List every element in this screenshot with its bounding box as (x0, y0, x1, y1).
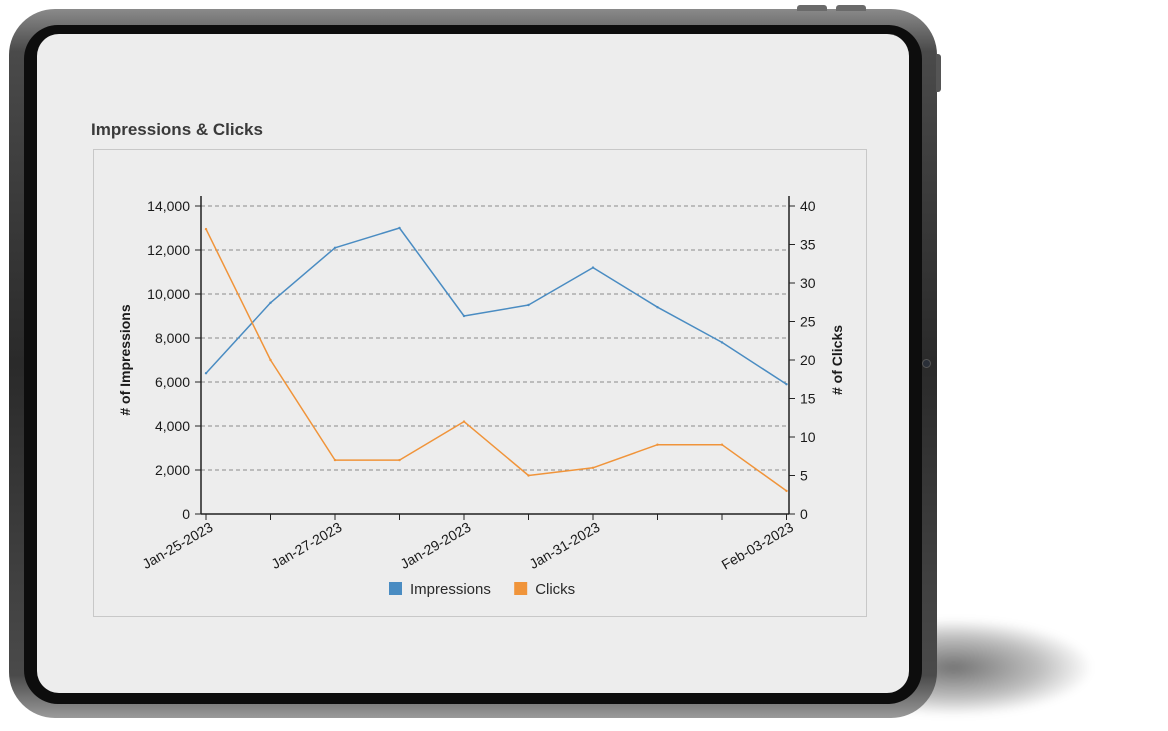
clicks-point (398, 458, 401, 462)
impressions-point (785, 383, 788, 386)
camera-icon (922, 359, 931, 368)
chart-panel: 0 2,000 4,000 6,000 8,000 10,000 12,000 14,000 0… (93, 149, 867, 617)
clicks-point (591, 466, 595, 469)
clicks-point (462, 420, 466, 423)
tablet-screen: Impressions & Clicks 0 2,000 4,000 6,000 8,0… (37, 34, 909, 693)
right-axis-tick-label: 30 (800, 275, 816, 291)
right-axis-tick-label: 5 (800, 468, 808, 484)
impressions-clicks-chart: 0 2,000 4,000 6,000 8,000 10,000 12,000 14,000 0… (117, 196, 845, 598)
left-axis-tick-label: 4,000 (155, 418, 190, 434)
impressions-point (591, 266, 595, 269)
left-axis-tick-label: 0 (182, 506, 190, 522)
right-axis-tick-label: 10 (800, 429, 816, 445)
clicks-legend-swatch (514, 582, 528, 595)
left-axis-title: # of Impressions (117, 304, 133, 415)
right-axis-tick-label: 20 (800, 352, 816, 368)
right-axis-tick-label: 35 (800, 237, 816, 253)
left-axis-tick-label: 12,000 (147, 242, 190, 258)
impressions-point (462, 314, 466, 318)
left-axis-tick-label: 8,000 (155, 330, 190, 346)
impressions-line (205, 227, 787, 385)
left-axis-tick-label: 6,000 (155, 374, 190, 390)
x-axis-tick-label: Jan-27-2023 (268, 519, 344, 572)
clicks-point (269, 358, 272, 362)
impressions-point (269, 301, 272, 304)
tablet-top-button (797, 5, 827, 11)
clicks-legend-label: Clicks (535, 581, 575, 598)
right-axis-tick-label: 0 (800, 506, 808, 522)
left-axis-tick-label: 14,000 (147, 198, 190, 214)
legend: Impressions Clicks (389, 581, 575, 598)
impressions-point (656, 306, 659, 309)
impressions-point (204, 372, 208, 375)
left-axis-tick-label: 2,000 (155, 462, 190, 478)
impressions-point (527, 303, 530, 307)
chart-title: Impressions & Clicks (91, 120, 263, 139)
tablet-top-button (836, 5, 866, 11)
impressions-legend-swatch (389, 582, 402, 595)
clicks-point (333, 458, 337, 462)
x-axis-tick-label: Jan-29-2023 (397, 519, 473, 572)
right-axis-tick-label: 40 (800, 198, 816, 214)
left-axis-tick-label: 10,000 (147, 286, 190, 302)
clicks-point (656, 443, 659, 446)
clicks-point (720, 443, 724, 446)
impressions-point (333, 246, 337, 249)
impressions-point (398, 226, 401, 230)
clicks-line (205, 228, 787, 492)
tablet-side-button (936, 54, 941, 92)
impressions-legend-label: Impressions (410, 581, 491, 598)
clicks-point (785, 489, 788, 493)
clicks-point (204, 227, 208, 231)
right-axis-title: # of Clicks (829, 325, 845, 395)
x-axis-tick-label: Jan-31-2023 (526, 519, 602, 572)
right-axis-tick-label: 15 (800, 391, 816, 407)
impressions-point (720, 341, 724, 344)
clicks-point (527, 474, 530, 477)
x-axis-tick-label: Jan-25-2023 (139, 519, 215, 572)
right-axis-tick-label: 25 (800, 314, 816, 330)
x-axis-tick-label: Feb-03-2023 (719, 519, 797, 573)
